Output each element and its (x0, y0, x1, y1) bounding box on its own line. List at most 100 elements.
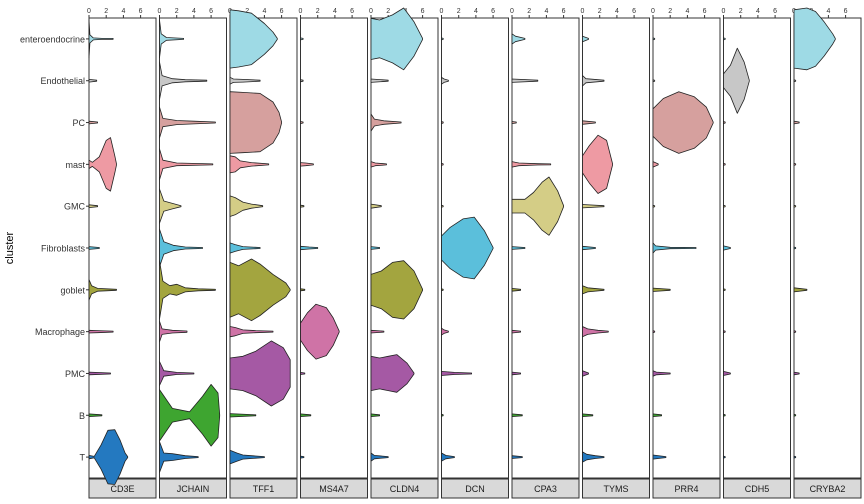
strip-ms4a7 (300, 478, 368, 499)
violin-cpa3-t (511, 455, 523, 459)
violin-ms4a7-b (300, 413, 312, 417)
violin-dcn-t (441, 452, 455, 462)
violin-ms4a7-pmc (300, 372, 306, 375)
violin-cd3e-goblet (88, 279, 117, 301)
y-tick-label-t: T (80, 453, 86, 463)
violin-dcn-mast (441, 162, 444, 166)
violin-jchain-goblet (159, 260, 216, 320)
violin-cd3e-gmc (88, 204, 98, 208)
violin-cd3e-b (88, 413, 103, 417)
violin-cldn4-t (370, 452, 389, 462)
x-tick-label-tyms-6: 6 (632, 8, 636, 15)
x-tick-label-cdh5-0: 0 (722, 8, 726, 15)
violin-tff1-gmc (229, 195, 264, 217)
x-tick-label-cryba2-4: 4 (826, 8, 830, 15)
x-tick-label-dcn-4: 4 (474, 8, 478, 15)
violin-dcn-goblet (441, 288, 444, 292)
x-tick-label-jchain-2: 2 (175, 8, 179, 15)
violin-tff1-mast (229, 155, 270, 174)
x-tick-label-cryba2-6: 6 (844, 8, 848, 15)
x-tick-label-tff1-4: 4 (262, 8, 266, 15)
violin-tff1-macrophage (229, 326, 274, 338)
violin-tff1-goblet (229, 258, 291, 322)
x-tick-label-cdh5-6: 6 (773, 8, 777, 15)
x-tick-label-cdh5-4: 4 (756, 8, 760, 15)
violin-dcn-pmc (441, 371, 472, 376)
violin-cldn4-pc (370, 113, 402, 132)
violin-prr4-pc (652, 91, 714, 154)
x-tick-label-cd3e-6: 6 (139, 8, 143, 15)
violin-cdh5-endothelial (723, 47, 750, 114)
x-tick-label-ms4a7-6: 6 (350, 8, 354, 15)
violin-cryba2-endothelial (793, 79, 797, 83)
violin-prr4-endothelial (652, 79, 656, 83)
panel-ms4a7: 0 2 4 6 MS4A7 (299, 8, 368, 499)
y-tick-label-macrophage: Macrophage (35, 327, 85, 337)
violin-prr4-macrophage (652, 330, 656, 334)
strip-label-prr4: PRR4 (674, 484, 698, 494)
strip-tff1 (229, 478, 298, 499)
violin-cpa3-enteroendocrine (511, 33, 526, 45)
y-tick-label-goblet: goblet (60, 285, 85, 295)
violin-cryba2-pc (793, 120, 800, 125)
violin-prr4-b (652, 413, 662, 417)
violin-cldn4-mast (370, 161, 387, 168)
violin-ms4a7-endothelial (300, 79, 304, 83)
violin-ms4a7-fibroblasts (300, 245, 319, 251)
violin-cdh5-macrophage (723, 330, 726, 334)
strip-label-cpa3: CPA3 (534, 484, 557, 494)
y-tick-label-mast: mast (65, 160, 85, 170)
violin-dcn-b (441, 413, 444, 417)
x-tick-label-cpa3-4: 4 (544, 8, 548, 15)
violin-prr4-fibroblasts (652, 242, 697, 254)
strip-cpa3 (511, 478, 580, 499)
x-tick-label-cd3e-4: 4 (121, 8, 125, 15)
x-tick-label-cldn4-6: 6 (421, 8, 425, 15)
violin-jchain-pc (159, 106, 216, 139)
violin-dcn-macrophage (441, 327, 449, 336)
violin-tyms-macrophage (582, 326, 609, 338)
violin-cd3e-pc (88, 120, 98, 125)
x-tick-label-ms4a7-2: 2 (316, 8, 320, 15)
violin-jchain-gmc (159, 188, 182, 224)
violin-prr4-gmc (652, 204, 656, 208)
y-tick-label-pc: PC (72, 118, 85, 128)
y-tick-label-fibroblasts: Fibroblasts (41, 244, 86, 254)
violin-tff1-pc (229, 91, 282, 154)
x-tick-label-prr4-4: 4 (685, 8, 689, 15)
x-tick-label-jchain-6: 6 (209, 8, 213, 15)
violin-cdh5-gmc (723, 204, 726, 208)
violin-tff1-enteroendocrine (229, 9, 278, 69)
violin-tyms-enteroendocrine (582, 35, 589, 43)
x-tick-label-dcn-0: 0 (440, 8, 444, 15)
violin-cldn4-endothelial (370, 78, 389, 83)
x-tick-label-tyms-4: 4 (615, 8, 619, 15)
violin-cryba2-enteroendocrine (793, 7, 836, 71)
violin-cdh5-goblet (723, 288, 726, 292)
violin-dcn-enteroendocrine (441, 37, 444, 41)
y-tick-label-pmc: PMC (65, 369, 86, 379)
violin-tyms-endothelial (582, 75, 605, 87)
violin-jchain-endothelial (159, 61, 208, 100)
violin-cdh5-mast (723, 162, 726, 166)
strip-jchain (159, 478, 227, 499)
x-tick-label-cdh5-2: 2 (739, 8, 743, 15)
violin-tyms-gmc (582, 204, 605, 209)
x-tick-label-cpa3-6: 6 (562, 8, 566, 15)
strip-label-cryba2: CRYBA2 (810, 484, 846, 494)
violin-prr4-t (652, 454, 667, 460)
strip-cdh5 (723, 478, 791, 499)
violin-cd3e-pmc (88, 371, 111, 376)
violin-cpa3-macrophage (511, 329, 521, 334)
violin-ms4a7-enteroendocrine (300, 37, 304, 41)
violin-jchain-mast (159, 148, 214, 181)
x-tick-label-cldn4-2: 2 (386, 8, 390, 15)
strip-label-ms4a7: MS4A7 (319, 484, 349, 494)
violin-cd3e-fibroblasts (88, 246, 100, 250)
x-tick-label-cldn4-0: 0 (369, 8, 373, 15)
x-tick-label-cd3e-0: 0 (87, 8, 91, 15)
strip-tyms (582, 478, 650, 499)
violin-prr4-goblet (652, 287, 671, 292)
x-tick-label-prr4-6: 6 (703, 8, 707, 15)
violin-cpa3-gmc (511, 176, 564, 236)
